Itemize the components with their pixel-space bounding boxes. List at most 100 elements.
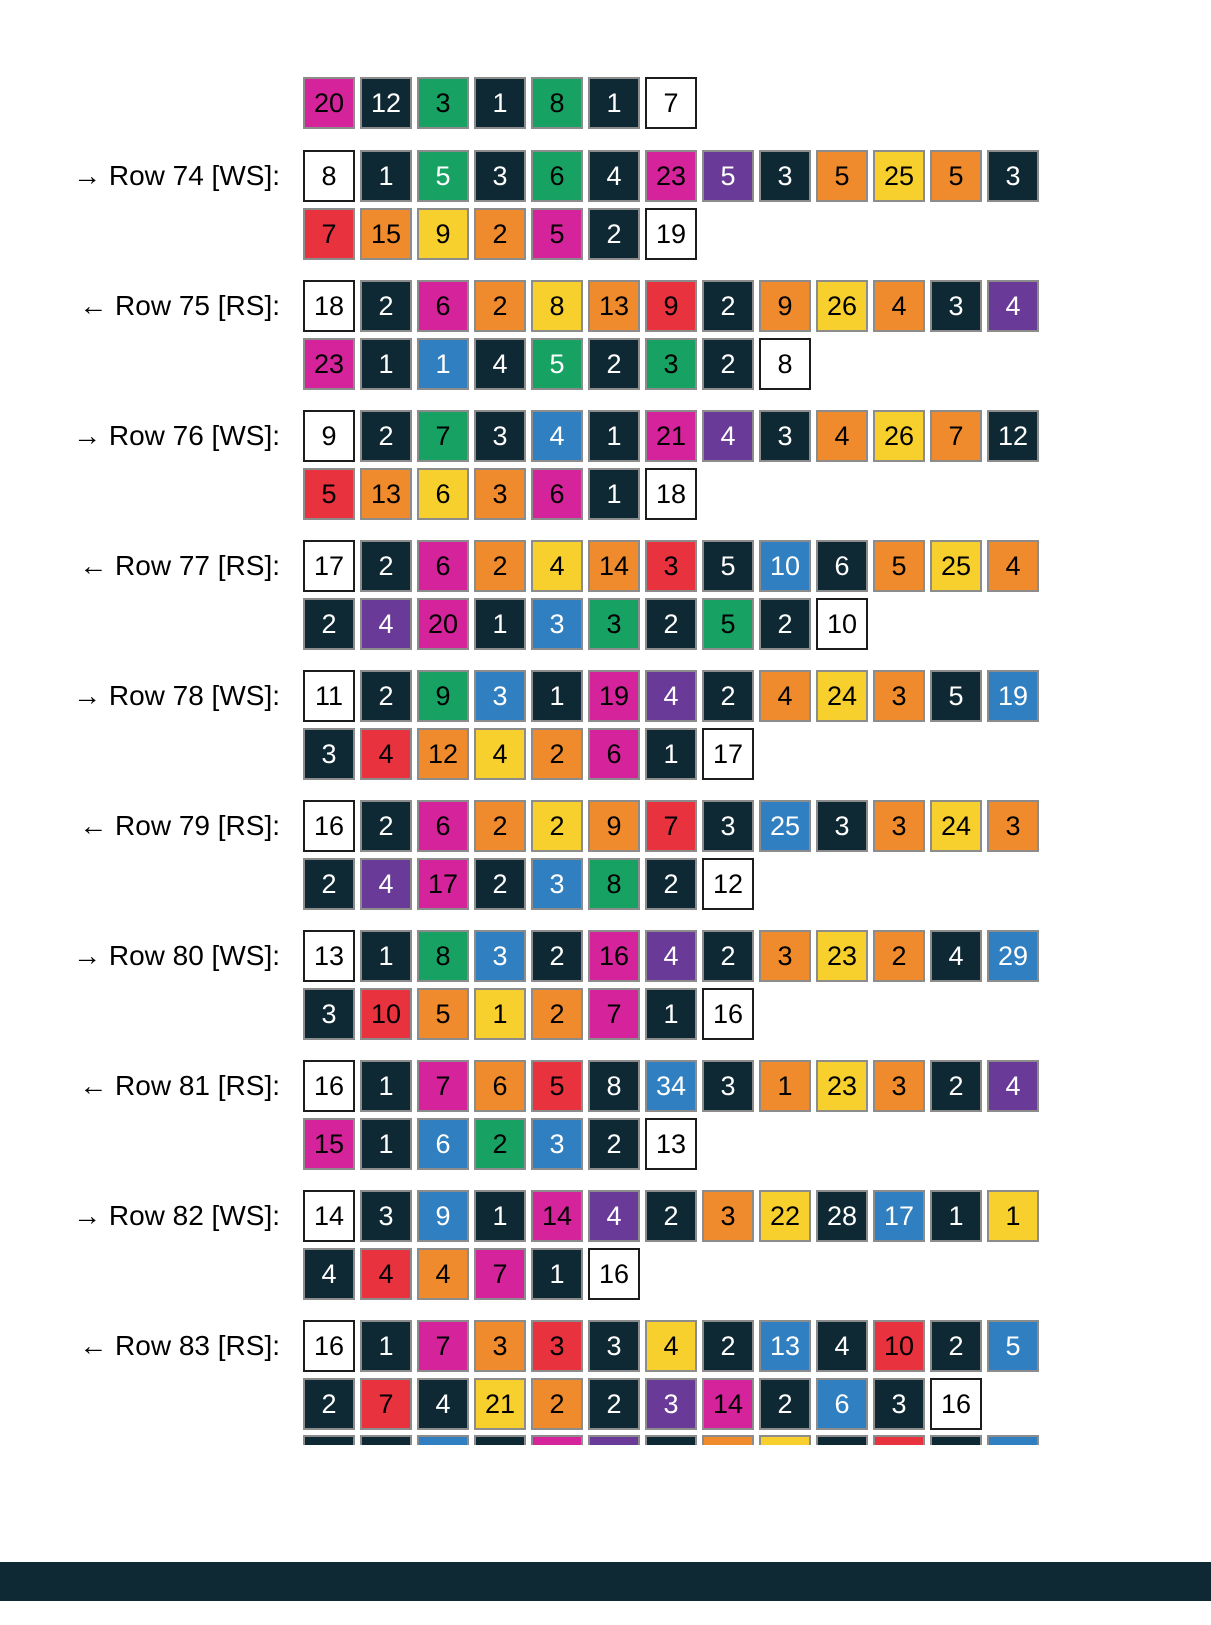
stitch-cell: 1: [645, 988, 697, 1040]
row-chart: 20 12 3 1 8 1 7 → Row 74 [WS]: 8 1 5 3 6 4 23 5 3 5 25 5 3 7 1…: [0, 77, 1211, 1445]
stitch-cell: 14: [588, 540, 640, 592]
stitch-line: 17 2 6 2 4 14 3 5 10 6 5 25 4: [303, 540, 1039, 592]
stitch-cell: 16: [588, 1248, 640, 1300]
stitch-cell: 7: [417, 1060, 469, 1112]
stitch-cell: 5: [702, 540, 754, 592]
row-group: → Row 82 [WS]: 14 3 9 1 14 4 2 3 22 28 17 1 1 4 4 4 7 1 16: [0, 1190, 1211, 1300]
stitch-cell: 2: [531, 930, 583, 982]
stitch-cell: 8: [759, 338, 811, 390]
stitch-cell: 3: [930, 280, 982, 332]
stitch-cell: 3: [531, 598, 583, 650]
stitch-cell: 2: [474, 800, 526, 852]
stitch-cell: 2: [588, 338, 640, 390]
stitch-cell: 6: [417, 280, 469, 332]
stitch-cell: 10: [873, 1320, 925, 1372]
stitch-cell: 15: [360, 208, 412, 260]
stitch-line: 16 1 7 3 3 3 4 2 13 4 10 2 5: [303, 1320, 1039, 1372]
stitch-cell: 3: [873, 1378, 925, 1430]
stitch-cell: 9: [417, 670, 469, 722]
stitch-cell: [987, 1435, 1039, 1445]
stitch-lines: 14 3 9 1 14 4 2 3 22 28 17 1 1 4 4 4 7 1 16: [303, 1190, 1039, 1300]
stitch-cell: 3: [759, 930, 811, 982]
row-label: ← Row 79 [RS]:: [79, 810, 280, 841]
stitch-cell: 14: [531, 1190, 583, 1242]
footer-bar: [0, 1562, 1211, 1601]
stitch-cell: 13: [645, 1118, 697, 1170]
stitch-line: 4 4 4 7 1 16: [303, 1248, 1039, 1300]
stitch-cell: 2: [474, 280, 526, 332]
stitch-cell: 17: [303, 540, 355, 592]
stitch-cell: 26: [873, 410, 925, 462]
stitch-cell: 5: [987, 1320, 1039, 1372]
stitch-line: 8 1 5 3 6 4 23 5 3 5 25 5 3: [303, 150, 1039, 202]
stitch-cell: 14: [702, 1378, 754, 1430]
stitch-cell: [759, 1435, 811, 1445]
stitch-cell: [303, 1435, 355, 1445]
stitch-cell: 4: [360, 858, 412, 910]
stitch-cell: 34: [645, 1060, 697, 1112]
stitch-cell: 4: [645, 670, 697, 722]
stitch-cell: 4: [588, 1190, 640, 1242]
stitch-cell: [531, 1435, 583, 1445]
stitch-cell: 2: [531, 1378, 583, 1430]
stitch-line: 9 2 7 3 4 1 21 4 3 4 26 7 12: [303, 410, 1039, 462]
stitch-cell: 3: [645, 338, 697, 390]
stitch-lines: 11 2 9 3 1 19 4 2 4 24 3 5 19 3 4 12 4 2 6 1 17: [303, 670, 1039, 780]
stitch-cell: 4: [303, 1248, 355, 1300]
stitch-line: 20 12 3 1 8 1 7: [303, 77, 697, 129]
stitch-cell: 5: [702, 598, 754, 650]
stitch-cell: 2: [588, 208, 640, 260]
stitch-cell: 2: [474, 208, 526, 260]
stitch-cell: 4: [417, 1248, 469, 1300]
stitch-cell: 21: [645, 410, 697, 462]
stitch-cell: 5: [303, 468, 355, 520]
stitch-line: 2 4 17 2 3 8 2 12: [303, 858, 1039, 910]
stitch-line: 15 1 6 2 3 2 13: [303, 1118, 1039, 1170]
stitch-line: 3 4 12 4 2 6 1 17: [303, 728, 1039, 780]
stitch-cell: 7: [930, 410, 982, 462]
stitch-cell: 1: [474, 77, 526, 129]
stitch-cell: 10: [816, 598, 868, 650]
stitch-line: 3 10 5 1 2 7 1 16: [303, 988, 1039, 1040]
stitch-cell: 2: [588, 1378, 640, 1430]
stitch-cell: 28: [816, 1190, 868, 1242]
stitch-lines: 17 2 6 2 4 14 3 5 10 6 5 25 4 2 4 20 1 3 3 2 5 2 10: [303, 540, 1039, 650]
stitch-cell: 1: [588, 410, 640, 462]
stitch-cell: 15: [303, 1118, 355, 1170]
stitch-lines: 20 12 3 1 8 1 7: [303, 77, 697, 129]
stitch-cell: 2: [360, 800, 412, 852]
stitch-cell: 9: [588, 800, 640, 852]
stitch-cell: 18: [645, 468, 697, 520]
stitch-cell: 13: [360, 468, 412, 520]
stitch-cell: 7: [417, 1320, 469, 1372]
stitch-line: 2 4 20 1 3 3 2 5 2 10: [303, 598, 1039, 650]
stitch-cell: 11: [303, 670, 355, 722]
stitch-lines: 13 1 8 3 2 16 4 2 3 23 2 4 29 3 10 5 1 2 7 1 16: [303, 930, 1039, 1040]
stitch-cell: 5: [702, 150, 754, 202]
stitch-cell: 2: [474, 1118, 526, 1170]
stitch-cell: 3: [702, 800, 754, 852]
stitch-cell: 2: [930, 1320, 982, 1372]
stitch-cell: 1: [588, 468, 640, 520]
stitch-cell: [702, 1435, 754, 1445]
stitch-cell: 25: [930, 540, 982, 592]
row-label: ← Row 81 [RS]:: [79, 1070, 280, 1101]
stitch-cell: 5: [417, 988, 469, 1040]
stitch-cell: 8: [588, 858, 640, 910]
stitch-cell: 1: [360, 1118, 412, 1170]
stitch-cell: 2: [360, 540, 412, 592]
stitch-line: 11 2 9 3 1 19 4 2 4 24 3 5 19: [303, 670, 1039, 722]
stitch-cell: 9: [417, 208, 469, 260]
stitch-line: 18 2 6 2 8 13 9 2 9 26 4 3 4: [303, 280, 1039, 332]
stitch-cell: 1: [531, 670, 583, 722]
stitch-cell: 7: [588, 988, 640, 1040]
stitch-cell: 17: [417, 858, 469, 910]
stitch-cell: [417, 1435, 469, 1445]
stitch-cell: 2: [702, 670, 754, 722]
stitch-cell: 2: [360, 670, 412, 722]
stitch-cell: 2: [360, 410, 412, 462]
stitch-cell: 1: [474, 598, 526, 650]
stitch-cell: 7: [645, 800, 697, 852]
stitch-cell: 1: [987, 1190, 1039, 1242]
stitch-cell: 20: [417, 598, 469, 650]
